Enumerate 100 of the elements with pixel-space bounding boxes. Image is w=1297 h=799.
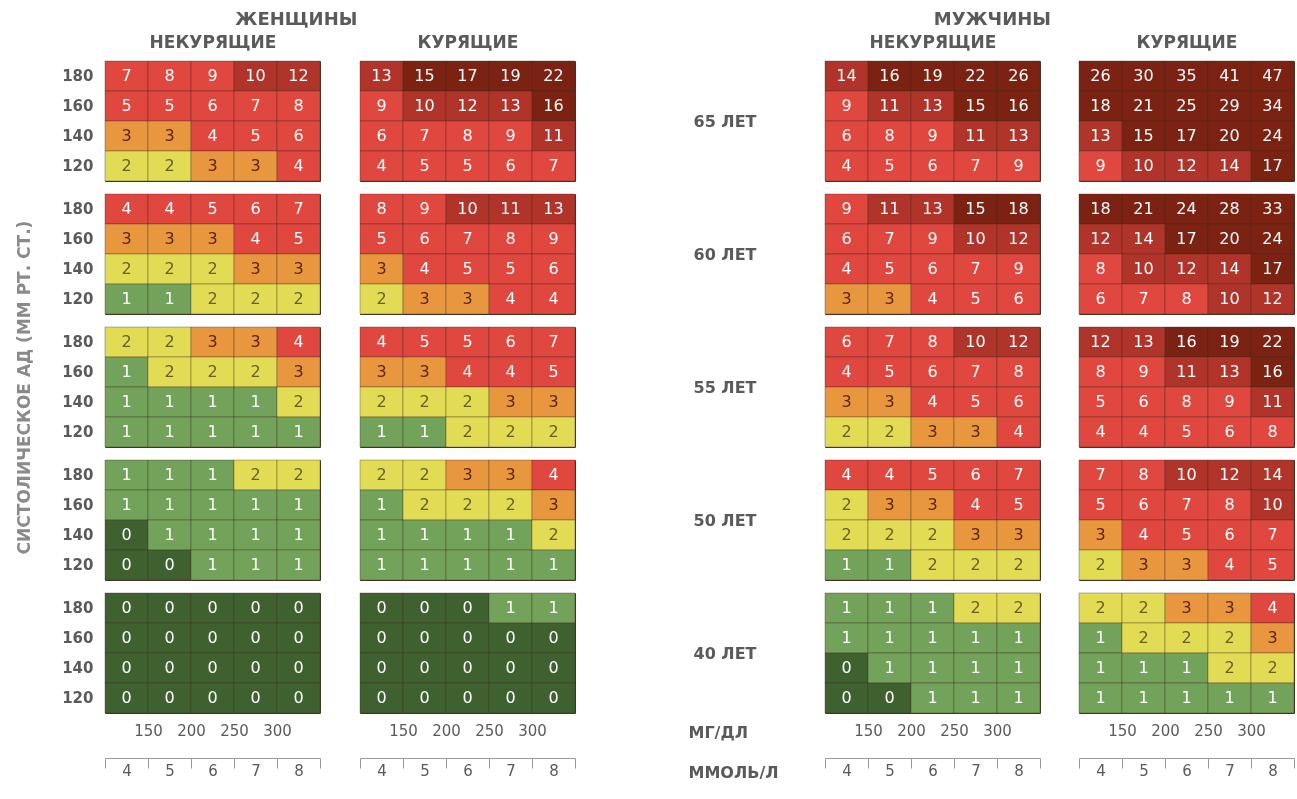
data-label: 1: [548, 555, 559, 574]
data-label: 1: [927, 688, 938, 707]
y-tick-label: 180: [62, 67, 94, 85]
y-tick-label: 160: [62, 363, 94, 381]
data-label: 2: [121, 332, 132, 351]
data-label: 2: [462, 392, 473, 411]
data-label: 3: [970, 525, 981, 544]
y-tick-label: 160: [62, 230, 94, 248]
data-label: 5: [1095, 495, 1106, 514]
data-label: 3: [884, 392, 895, 411]
data-label: 6: [841, 126, 852, 145]
data-label: 20: [1219, 229, 1240, 248]
data-label: 12: [1008, 332, 1029, 351]
data-label: 8: [462, 126, 473, 145]
data-label: 8: [1181, 392, 1192, 411]
data-label: 13: [543, 199, 564, 218]
data-label: 0: [121, 688, 132, 707]
data-label: 1: [927, 598, 938, 617]
data-label: 0: [207, 658, 218, 677]
data-label: 18: [1090, 96, 1111, 115]
x-tick-label: 4: [842, 761, 852, 780]
y-tick-label: 140: [62, 526, 94, 544]
data-label: 2: [207, 259, 218, 278]
data-label: 2: [1267, 658, 1278, 677]
data-label: 10: [1176, 465, 1197, 484]
data-label: 8: [164, 66, 175, 85]
y-tick-label: 140: [62, 393, 94, 411]
data-label: 4: [207, 126, 218, 145]
data-label: 2: [884, 525, 895, 544]
x2-tick-label: 200: [897, 721, 926, 740]
data-label: 4: [1224, 555, 1235, 574]
x2-tick-label: 200: [1151, 721, 1180, 740]
data-label: 1: [164, 465, 175, 484]
data-label: 19: [500, 66, 521, 85]
data-label: 2: [462, 495, 473, 514]
x-tick-label: 6: [1182, 761, 1192, 780]
data-label: 2: [505, 495, 516, 514]
data-label: 17: [457, 66, 478, 85]
data-label: 1: [505, 598, 516, 617]
data-label: 5: [293, 229, 304, 248]
data-label: 2: [293, 392, 304, 411]
data-label: 34: [1262, 96, 1283, 115]
data-label: 4: [1138, 422, 1149, 441]
data-label: 8: [1267, 422, 1278, 441]
data-label: 12: [457, 96, 478, 115]
data-label: 24: [1262, 126, 1283, 145]
data-label: 10: [965, 332, 986, 351]
data-label: 1: [164, 289, 175, 308]
x2-tick-label: 200: [432, 721, 461, 740]
data-label: 6: [970, 465, 981, 484]
data-label: 15: [965, 199, 986, 218]
data-label: 17: [1262, 156, 1283, 175]
data-label: 7: [1013, 465, 1024, 484]
y-tick-label: 160: [62, 629, 94, 647]
data-label: 5: [884, 362, 895, 381]
data-label: 0: [419, 688, 430, 707]
data-label: 3: [841, 289, 852, 308]
x2-tick-label: 150: [134, 721, 163, 740]
x-tick-label: 6: [928, 761, 938, 780]
data-label: 16: [1008, 96, 1029, 115]
data-label: 5: [250, 126, 261, 145]
data-label: 0: [121, 658, 132, 677]
data-label: 1: [121, 362, 132, 381]
x2-tick-label: 200: [177, 721, 206, 740]
data-label: 24: [1262, 229, 1283, 248]
data-label: 2: [164, 362, 175, 381]
x2-tick-label: 250: [475, 721, 504, 740]
data-label: 9: [419, 199, 430, 218]
data-label: 6: [1095, 289, 1106, 308]
data-label: 11: [879, 199, 900, 218]
data-label: 5: [419, 156, 430, 175]
data-label: 3: [376, 259, 387, 278]
data-label: 8: [505, 229, 516, 248]
data-label: 7: [970, 362, 981, 381]
data-label: 0: [884, 688, 895, 707]
x2-axis-title: МГ/ДЛ: [688, 722, 748, 742]
data-label: 6: [505, 332, 516, 351]
data-label: 6: [1013, 392, 1024, 411]
chart-subtitle: НЕКУРЯЩИЕ: [149, 31, 277, 52]
data-label: 22: [1262, 332, 1283, 351]
data-label: 0: [121, 628, 132, 647]
data-label: 2: [293, 289, 304, 308]
data-label: 2: [1224, 658, 1235, 677]
x-tick-label: 7: [506, 761, 516, 780]
data-label: 24: [1176, 199, 1197, 218]
data-label: 35: [1176, 66, 1197, 85]
data-label: 7: [293, 199, 304, 218]
data-label: 2: [1181, 628, 1192, 647]
data-label: 3: [548, 495, 559, 514]
data-label: 4: [376, 332, 387, 351]
data-label: 4: [841, 259, 852, 278]
data-label: 47: [1262, 66, 1283, 85]
data-label: 1: [164, 392, 175, 411]
data-label: 0: [548, 688, 559, 707]
x-tick-label: 7: [971, 761, 981, 780]
data-label: 5: [884, 156, 895, 175]
x2-tick-label: 300: [983, 721, 1012, 740]
data-label: 4: [548, 289, 559, 308]
data-label: 11: [543, 126, 564, 145]
data-label: 0: [250, 658, 261, 677]
